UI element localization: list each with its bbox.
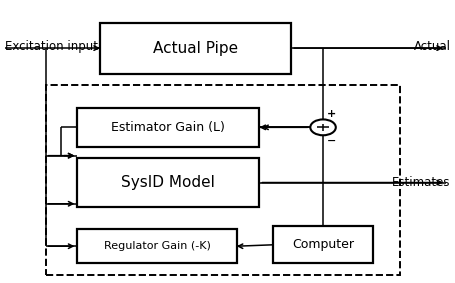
Text: Estimator Gain (L): Estimator Gain (L) bbox=[111, 121, 225, 134]
Text: Estimates: Estimates bbox=[392, 176, 450, 189]
Text: SysID Model: SysID Model bbox=[121, 175, 215, 190]
Text: Regulator Gain (-K): Regulator Gain (-K) bbox=[104, 241, 210, 251]
Text: −: − bbox=[327, 136, 336, 146]
FancyBboxPatch shape bbox=[273, 226, 373, 263]
Text: +: + bbox=[327, 109, 336, 119]
Text: Excitation input: Excitation input bbox=[5, 40, 97, 53]
Text: Actual Pipe: Actual Pipe bbox=[153, 40, 238, 56]
Text: Actual: Actual bbox=[414, 40, 450, 53]
FancyBboxPatch shape bbox=[77, 158, 259, 207]
FancyBboxPatch shape bbox=[77, 108, 259, 147]
FancyBboxPatch shape bbox=[100, 23, 291, 74]
FancyBboxPatch shape bbox=[77, 229, 237, 263]
Text: Computer: Computer bbox=[292, 238, 354, 251]
